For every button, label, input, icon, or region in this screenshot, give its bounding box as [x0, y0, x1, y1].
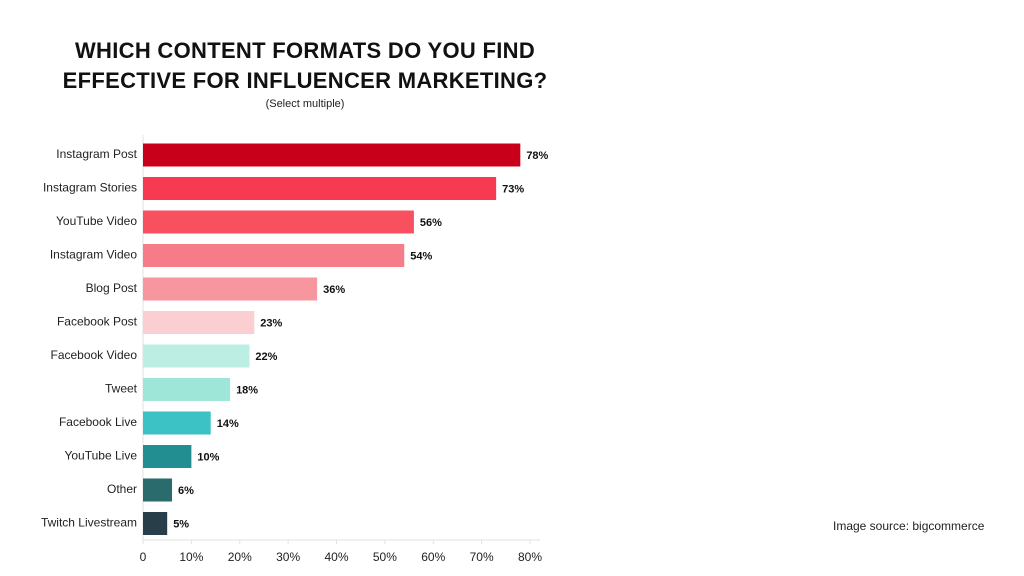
value-label: 54% — [410, 250, 432, 262]
bar — [143, 210, 414, 234]
chart-subtitle: (Select multiple) — [266, 98, 345, 110]
y-tick-label: Twitch Livestream — [41, 516, 137, 530]
value-label: 10% — [197, 451, 219, 463]
value-label: 56% — [420, 217, 442, 229]
y-tick-label: Other — [107, 482, 137, 496]
bar — [143, 512, 168, 535]
y-tick-label: Instagram Post — [56, 147, 137, 161]
value-label: 73% — [502, 183, 524, 195]
x-tick-label: 10% — [179, 550, 203, 564]
y-tick-label: Facebook Post — [57, 315, 138, 329]
y-tick-label: Instagram Video — [50, 248, 137, 262]
x-tick-label: 60% — [421, 550, 445, 564]
y-tick-label: YouTube Live — [64, 449, 137, 463]
y-tick-label: Blog Post — [86, 281, 138, 295]
value-label: 6% — [178, 485, 194, 497]
bar — [143, 378, 231, 401]
value-label: 14% — [217, 418, 239, 430]
bar — [143, 344, 250, 368]
y-tick-label: Instagram Stories — [43, 181, 137, 195]
value-label: 18% — [236, 384, 258, 396]
x-tick-label: 50% — [373, 550, 397, 564]
y-tick-label: Facebook Live — [59, 415, 137, 429]
value-label: 22% — [255, 351, 277, 363]
value-label: 36% — [323, 284, 345, 296]
value-label: 5% — [173, 518, 189, 530]
x-tick-label: 30% — [276, 550, 300, 564]
value-label: 78% — [526, 150, 548, 162]
value-label: 23% — [260, 317, 282, 329]
bar — [143, 277, 318, 301]
bar — [143, 177, 497, 200]
x-tick-label: 40% — [324, 550, 348, 564]
bar — [143, 445, 192, 468]
bar — [143, 143, 521, 167]
x-tick-label: 20% — [228, 550, 252, 564]
y-tick-label: Tweet — [105, 382, 138, 396]
chart-title: WHICH CONTENT FORMATS DO YOU FIND EFFECT… — [62, 38, 548, 93]
bar — [143, 244, 405, 267]
x-tick-label: 70% — [470, 550, 494, 564]
y-tick-label: Facebook Video — [50, 348, 137, 362]
bar — [143, 411, 211, 435]
y-tick-label: YouTube Video — [56, 214, 137, 228]
source-note: Image source: bigcommerce — [833, 519, 985, 533]
x-tick-label: 0 — [140, 550, 147, 564]
bar — [143, 478, 173, 502]
bar — [143, 311, 255, 334]
x-tick-label: 80% — [518, 550, 542, 564]
